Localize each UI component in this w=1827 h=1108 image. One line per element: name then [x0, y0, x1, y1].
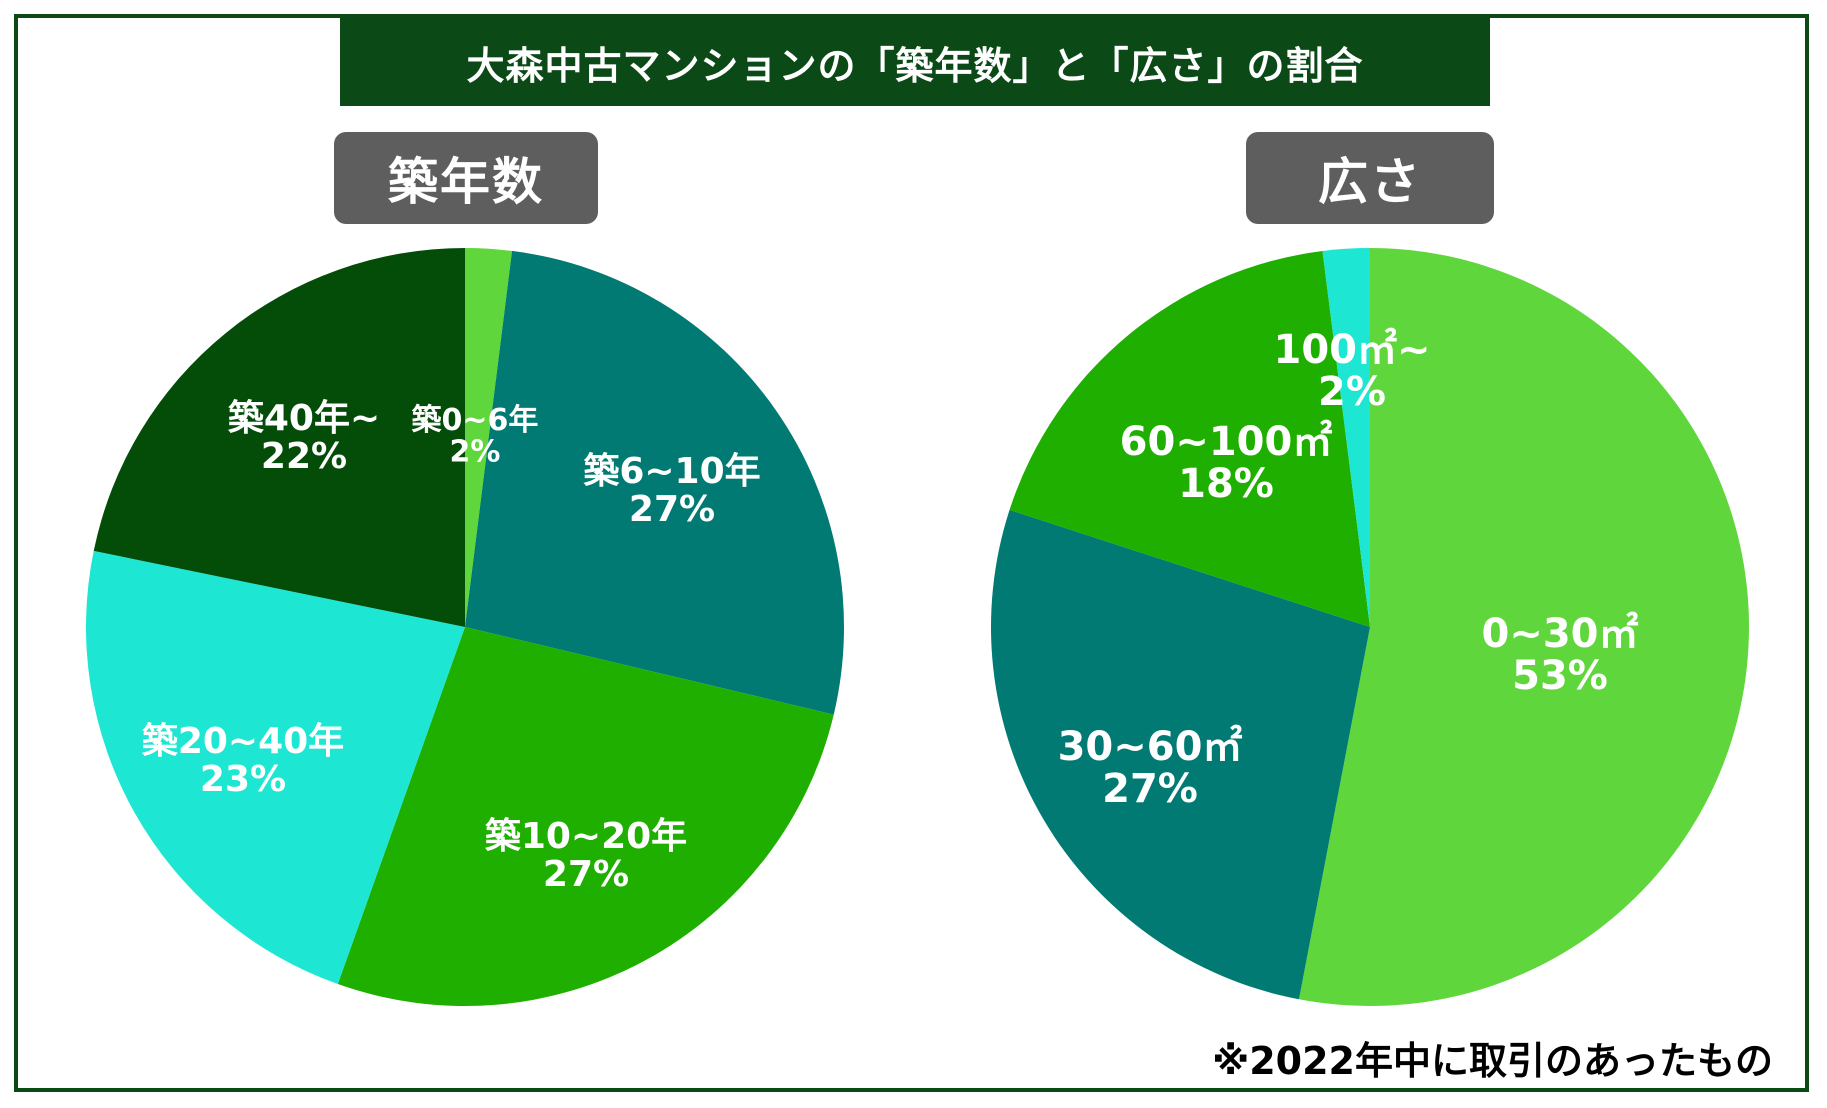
slice-label: 100㎡~	[1273, 327, 1430, 373]
footnote: ※2022年中に取引のあったもの	[1212, 1039, 1773, 1083]
chart-title: 大森中古マンションの「築年数」と「広さ」の割合	[340, 18, 1490, 106]
pie-slice	[1298, 248, 1749, 1006]
slice-label: 60~100㎡	[1120, 419, 1333, 465]
slice-percent-label: 23%	[200, 759, 286, 800]
slice-percent-label: 22%	[261, 436, 347, 477]
pie-slice	[1009, 250, 1370, 627]
pie-slice	[85, 550, 465, 985]
slice-percent-label: 27%	[629, 489, 715, 530]
age-pie-chart: 築0~6年2% 築6~10年27%築10~20年27%築20~40年23%築40年…	[85, 248, 844, 1006]
slice-label: 築0~6年	[412, 403, 539, 438]
age-chart-title: 築年数	[334, 132, 598, 224]
pie-slice	[337, 627, 834, 1006]
slice-label: 0~30㎡	[1481, 611, 1638, 657]
slice-label: 築6~10年	[583, 451, 760, 492]
pie-slice	[465, 250, 844, 715]
slice-label: 30~60㎡	[1058, 724, 1243, 770]
size-chart-title: 広さ	[1246, 132, 1494, 224]
slice-label: 築20~40年	[142, 721, 344, 762]
pie-slice	[465, 248, 513, 627]
slice-percent-label: 53%	[1512, 653, 1608, 699]
slice-percent-label: 2%	[1318, 369, 1386, 415]
slice-percent-label: 2%	[450, 435, 501, 470]
slice-percent-label: 18%	[1178, 461, 1274, 507]
slice-percent-label: 27%	[1102, 766, 1198, 812]
pie-slice	[93, 248, 466, 627]
slice-label: 築10~20年	[485, 816, 687, 857]
pie-slice	[990, 509, 1370, 1000]
pie-slice	[1322, 248, 1370, 627]
slice-percent-label: 27%	[543, 854, 629, 895]
slice-label: 築40年~	[228, 398, 380, 439]
